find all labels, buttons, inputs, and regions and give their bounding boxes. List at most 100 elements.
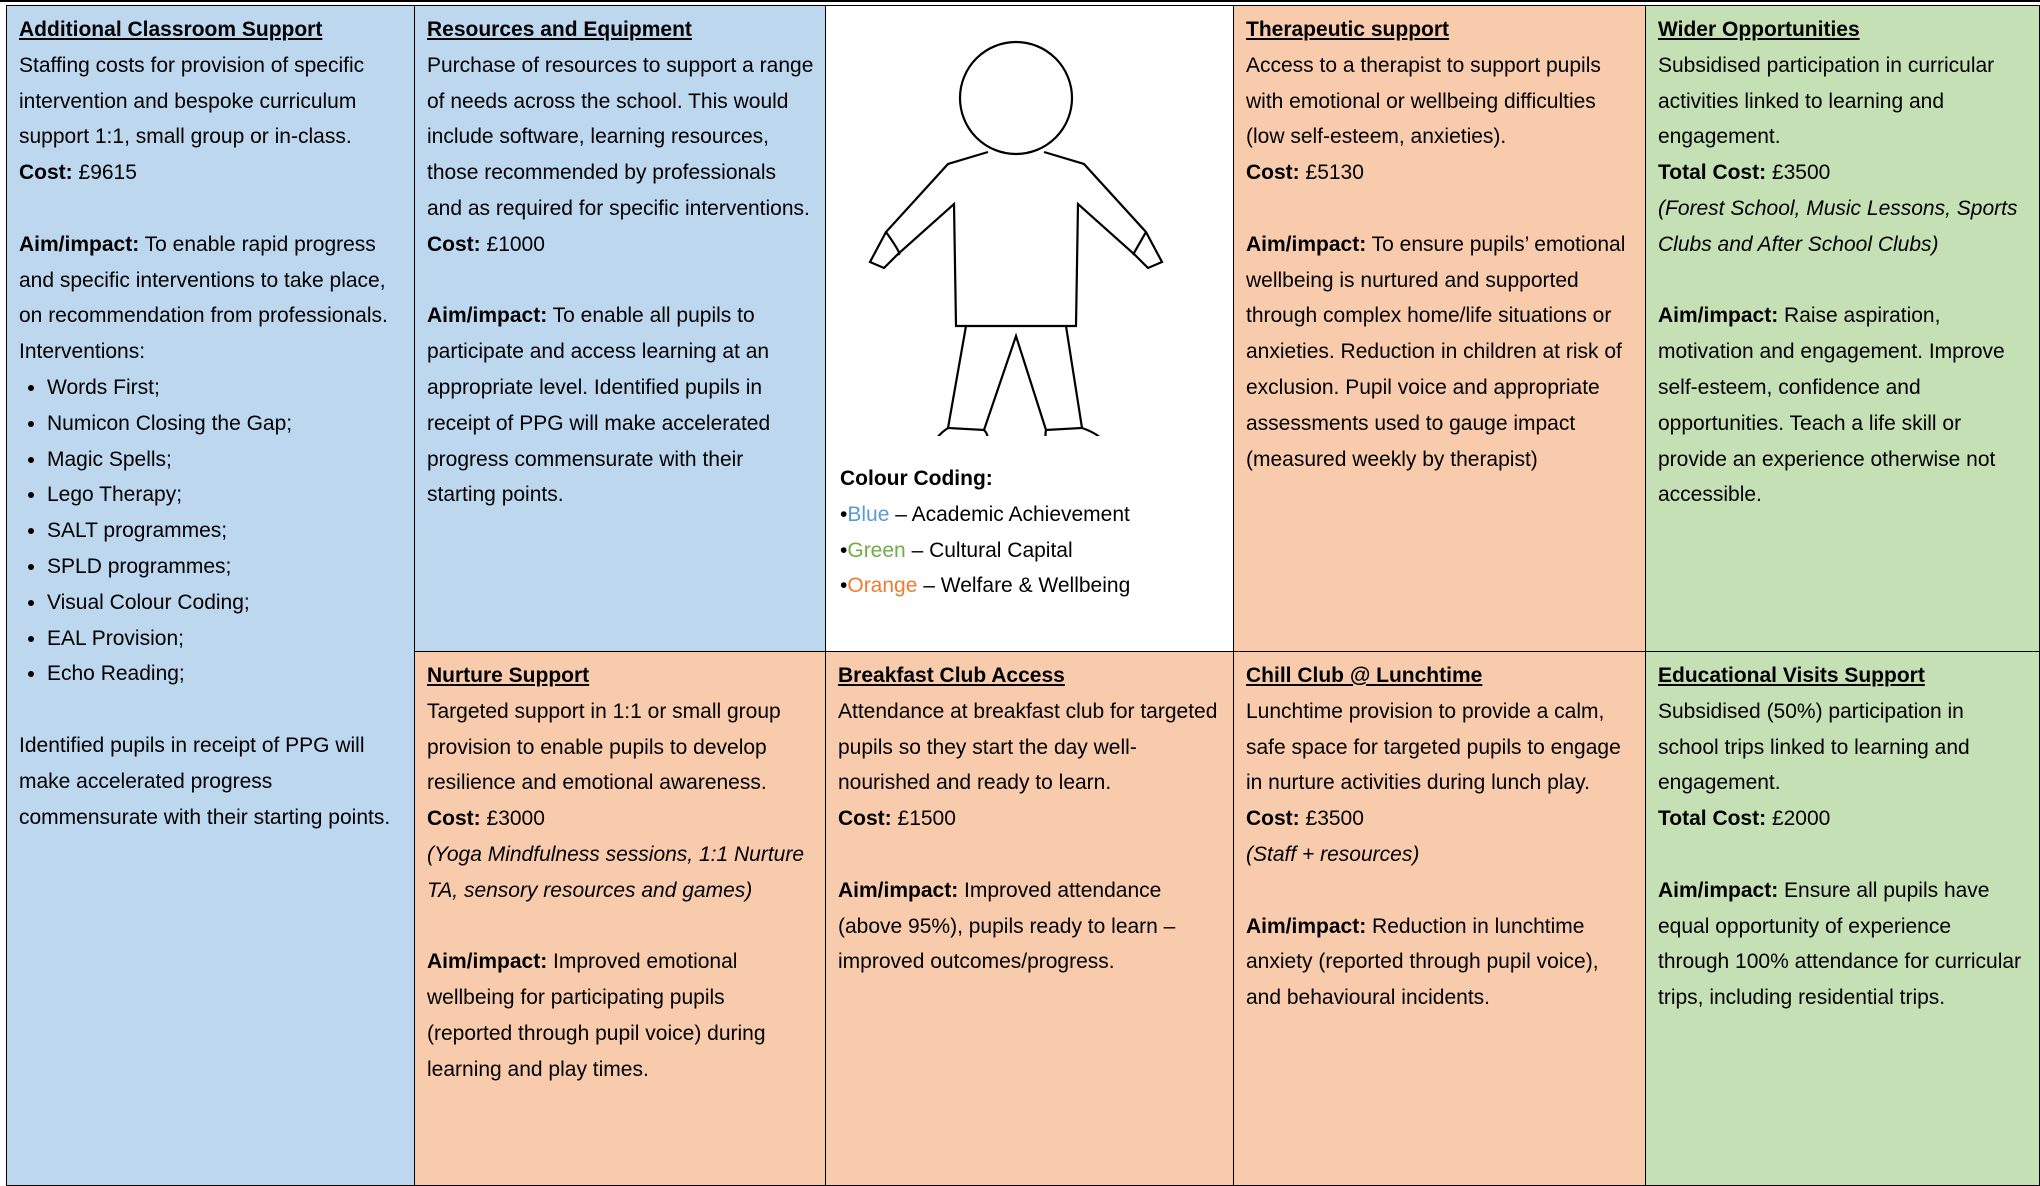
cell-heading: Chill Club @ Lunchtime [1246, 664, 1483, 687]
intervention: Echo Reading; [47, 656, 403, 692]
cost: £2000 [1771, 807, 1831, 831]
aim-line: Aim/impact: Improved attendance (above 9… [838, 873, 1222, 980]
cell-heading: Breakfast Club Access [838, 664, 1065, 687]
aim-label: Aim/impact: [1246, 232, 1367, 256]
cell-heading: Nurture Support [427, 664, 590, 687]
description: Purchase of resources to support a range… [427, 53, 814, 220]
cost-note: (Forest School, Music Lessons, Sports Cl… [1658, 196, 2018, 256]
description: Lunchtime provision to provide a calm, s… [1246, 699, 1621, 795]
cell: Breakfast Club Access Attendance at break… [825, 651, 1235, 1186]
cost: £3500 [1771, 161, 1831, 185]
legend-item: •Green – Cultural Capital [840, 538, 1073, 562]
aim: Improved emotional wellbeing for partici… [427, 950, 766, 1081]
cost-label: Total Cost: [1658, 807, 1767, 831]
cell-heading: Therapeutic support [1246, 18, 1450, 41]
cost: £5130 [1305, 161, 1364, 185]
description: Targeted support in 1:1 or small group p… [427, 699, 781, 795]
intervention: SPLD programmes; [47, 549, 403, 585]
aim-line: Aim/impact: To ensure pupils’ emotional … [1246, 227, 1634, 478]
cost-label: Cost: [427, 807, 481, 831]
cell-heading: Additional Classroom Support [19, 18, 323, 41]
aim-label: Aim/impact: [1246, 914, 1367, 938]
child-outline [868, 40, 1164, 436]
aim: To enable all pupils to participate and … [427, 304, 771, 507]
cell: Nurture Support Targeted support in 1:1 o… [414, 651, 827, 1186]
aim-line: Aim/impact: Raise aspiration, motivation… [1658, 298, 2027, 513]
cell: Additional Classroom Support Staffing cos… [6, 5, 416, 1186]
cost-label: Cost: [1246, 161, 1300, 185]
cell: Chill Club @ Lunchtime Lunchtime provisio… [1233, 651, 1647, 1186]
intervention: SALT programmes; [47, 513, 403, 549]
cost-note: (Staff + resources) [1246, 842, 1420, 866]
intervention: Lego Therapy; [47, 477, 403, 513]
cell: Educational Visits Support Subsidised (50… [1645, 651, 2040, 1186]
legend-item: •Orange – Welfare & Wellbeing [840, 574, 1131, 598]
aim: Raise aspiration, motivation and engagem… [1658, 304, 2005, 507]
cell: Wider Opportunities Subsidised participat… [1645, 5, 2040, 653]
intervention-list: Words First;Numicon Closing the Gap;Magi… [19, 370, 403, 692]
cost-line: Cost: £5130 [1246, 155, 1634, 191]
aim-line: Aim/impact: Ensure all pupils have equal… [1658, 873, 2027, 1016]
legend-meaning: – Welfare & Wellbeing [923, 574, 1131, 598]
aim: To enable rapid progress and specific in… [19, 232, 388, 364]
intervention: Visual Colour Coding; [47, 585, 403, 621]
legend-items: •Blue – Academic Achievement •Green – Cul… [840, 497, 1130, 604]
description: Staffing costs for provision of specific… [19, 53, 365, 149]
intervention: Magic Spells; [47, 442, 403, 478]
cell: Resources and Equipment Purchase of resou… [414, 5, 827, 653]
cost-line: Cost: £1500 [838, 801, 1222, 837]
cost: £1000 [486, 232, 545, 256]
cost-line: Cost: £3000 [427, 801, 814, 837]
cost-label: Total Cost: [1658, 161, 1767, 185]
cell-heading: Educational Visits Support [1658, 664, 1925, 687]
description: Subsidised (50%) participation in school… [1658, 699, 1970, 795]
colour-legend: Colour Coding: •Blue – Academic Achievem… [840, 461, 1130, 604]
aim-line: Aim/impact: Improved emotional wellbeing… [427, 944, 814, 1087]
legend-meaning: – Academic Achievement [895, 502, 1130, 526]
legend-meaning: – Cultural Capital [911, 538, 1073, 562]
cost-line: Cost: £9615 [19, 155, 403, 191]
aim-line: Aim/impact: To enable rapid progress and… [19, 227, 403, 370]
aim-label: Aim/impact: [838, 878, 959, 902]
note: Identified pupils in receipt of PPG will… [19, 733, 391, 829]
aim: Improved attendance (above 95%), pupils … [838, 878, 1176, 974]
aim-label: Aim/impact: [19, 232, 140, 256]
aim: Ensure all pupils have equal opportunity… [1658, 878, 2022, 1010]
intervention: Words First; [47, 370, 403, 406]
intervention: EAL Provision; [47, 621, 403, 657]
aim: Reduction in lunchtime anxiety (reported… [1246, 914, 1599, 1010]
figure-cell: Colour Coding: •Blue – Academic Achievem… [825, 5, 1235, 653]
cost-line: Cost: £3500 [1246, 801, 1634, 837]
cost-label: Cost: [838, 807, 892, 831]
aim-label: Aim/impact: [427, 950, 548, 974]
legend-colour: Green [847, 538, 906, 562]
aim: To ensure pupils’ emotional wellbeing is… [1246, 232, 1626, 471]
cell-heading: Wider Opportunities [1658, 18, 1860, 41]
description: Attendance at breakfast club for targete… [838, 699, 1218, 795]
legend-title: Colour Coding: [840, 467, 993, 490]
cost-line: Total Cost: £3500 [1658, 155, 2027, 191]
cost-note: (Yoga Mindfulness sessions, 1:1 Nurture … [427, 842, 805, 902]
cell-heading: Resources and Equipment [427, 18, 692, 41]
cost: £1500 [897, 807, 956, 831]
cell: Therapeutic support Access to a therapist… [1233, 5, 1647, 653]
legend-colour: Blue [847, 502, 890, 526]
description: Subsidised participation in curricular a… [1658, 53, 1995, 149]
cost-label: Cost: [1246, 807, 1300, 831]
legend-colour: Orange [847, 574, 918, 598]
aim-label: Aim/impact: [1658, 304, 1779, 328]
legend-item: •Blue – Academic Achievement [840, 502, 1130, 526]
description: Access to a therapist to support pupils … [1246, 53, 1601, 149]
aim-line: Aim/impact: To enable all pupils to part… [427, 298, 814, 513]
cost-line: Total Cost: £2000 [1658, 801, 2027, 837]
cost: £3000 [486, 807, 545, 831]
intervention: Numicon Closing the Gap; [47, 406, 403, 442]
cost-label: Cost: [427, 232, 481, 256]
cost: £9615 [78, 161, 137, 185]
aim-label: Aim/impact: [1658, 878, 1779, 902]
aim-line: Aim/impact: Reduction in lunchtime anxie… [1246, 909, 1634, 1016]
cost: £3500 [1305, 807, 1364, 831]
aim-label: Aim/impact: [427, 304, 548, 328]
